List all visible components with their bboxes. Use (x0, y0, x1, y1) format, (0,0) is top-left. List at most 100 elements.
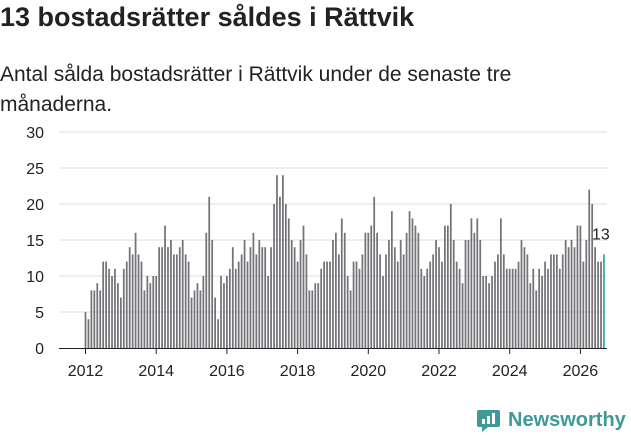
bar (273, 204, 275, 348)
bar (284, 204, 287, 348)
bar (417, 232, 420, 348)
bar (396, 261, 399, 348)
bar (234, 268, 237, 348)
bar (128, 247, 131, 348)
bar (529, 283, 532, 348)
bar (143, 290, 146, 348)
chart-subtitle: Antal sålda bostadsrätter i Rättvik unde… (0, 63, 512, 116)
bar (170, 240, 172, 348)
bar (570, 240, 573, 348)
bar (226, 276, 228, 348)
bar (199, 290, 202, 348)
bar (408, 211, 411, 348)
bar (320, 268, 323, 348)
bar (302, 225, 305, 348)
bar (346, 276, 349, 348)
bar (193, 290, 196, 348)
bar (535, 290, 538, 348)
bar (482, 276, 485, 348)
bar (187, 261, 190, 348)
bar (146, 276, 149, 348)
bar (505, 268, 508, 348)
bar (349, 290, 352, 348)
bar (149, 283, 152, 348)
bar (358, 268, 361, 348)
bar (467, 240, 470, 348)
bar (499, 218, 502, 348)
bar (550, 254, 552, 348)
bar (99, 290, 102, 348)
bar (181, 240, 184, 348)
bar (108, 268, 110, 348)
y-tick-label: 10 (26, 269, 44, 286)
bar (279, 196, 281, 348)
bar (414, 225, 417, 348)
bar (423, 276, 426, 348)
bar (173, 254, 175, 348)
bar (308, 290, 311, 348)
bar (576, 225, 579, 348)
bar (379, 254, 381, 348)
bar (114, 268, 116, 348)
y-tick-label: 30 (26, 125, 44, 142)
bar (287, 218, 290, 348)
bar (282, 175, 284, 348)
bar (87, 319, 90, 348)
bar (373, 196, 376, 348)
bar (526, 254, 529, 348)
bar (429, 261, 432, 348)
bar (594, 247, 596, 348)
bar (364, 232, 367, 348)
bar (205, 232, 208, 348)
bar (93, 290, 96, 348)
newsworthy-logo-icon (477, 409, 500, 432)
bar (249, 247, 252, 348)
x-axis-ticks: 2012 2014 2016 2018 2020 2022 2024 2026 (68, 348, 598, 380)
bar-latest (603, 254, 605, 348)
bar (352, 261, 355, 348)
bar (252, 232, 255, 348)
bar (296, 261, 299, 348)
bar (470, 218, 473, 348)
bar (131, 254, 134, 348)
x-tick-label: 2018 (280, 363, 316, 380)
bar (432, 254, 434, 348)
bar (317, 283, 320, 348)
bar (411, 218, 414, 348)
bar (211, 240, 214, 348)
bar (246, 261, 249, 348)
bar (240, 254, 243, 348)
bar (573, 247, 576, 348)
bar (435, 240, 437, 348)
bar (388, 240, 390, 348)
latest-value-label: 13 (592, 226, 610, 243)
bar (355, 261, 358, 348)
x-tick-label: 2022 (421, 363, 457, 380)
bar (479, 240, 482, 348)
bar (579, 225, 582, 348)
bar (305, 254, 308, 348)
bar (134, 232, 137, 348)
bar (237, 261, 240, 348)
y-tick-label: 20 (26, 197, 44, 214)
bar (137, 254, 140, 348)
bar (167, 247, 169, 348)
bar (420, 268, 423, 348)
bar (494, 261, 496, 348)
bar (449, 204, 452, 348)
bar (202, 276, 205, 348)
bar (452, 240, 455, 348)
bar (553, 254, 555, 348)
bar (532, 268, 535, 348)
bar (105, 261, 107, 348)
bar (158, 247, 161, 348)
bar (582, 261, 585, 348)
bar (152, 276, 155, 348)
bar (361, 254, 364, 348)
bar (119, 297, 122, 348)
bar (84, 312, 87, 348)
bar (337, 254, 340, 348)
bar (441, 261, 443, 348)
bar (520, 240, 523, 348)
bar (217, 319, 219, 348)
